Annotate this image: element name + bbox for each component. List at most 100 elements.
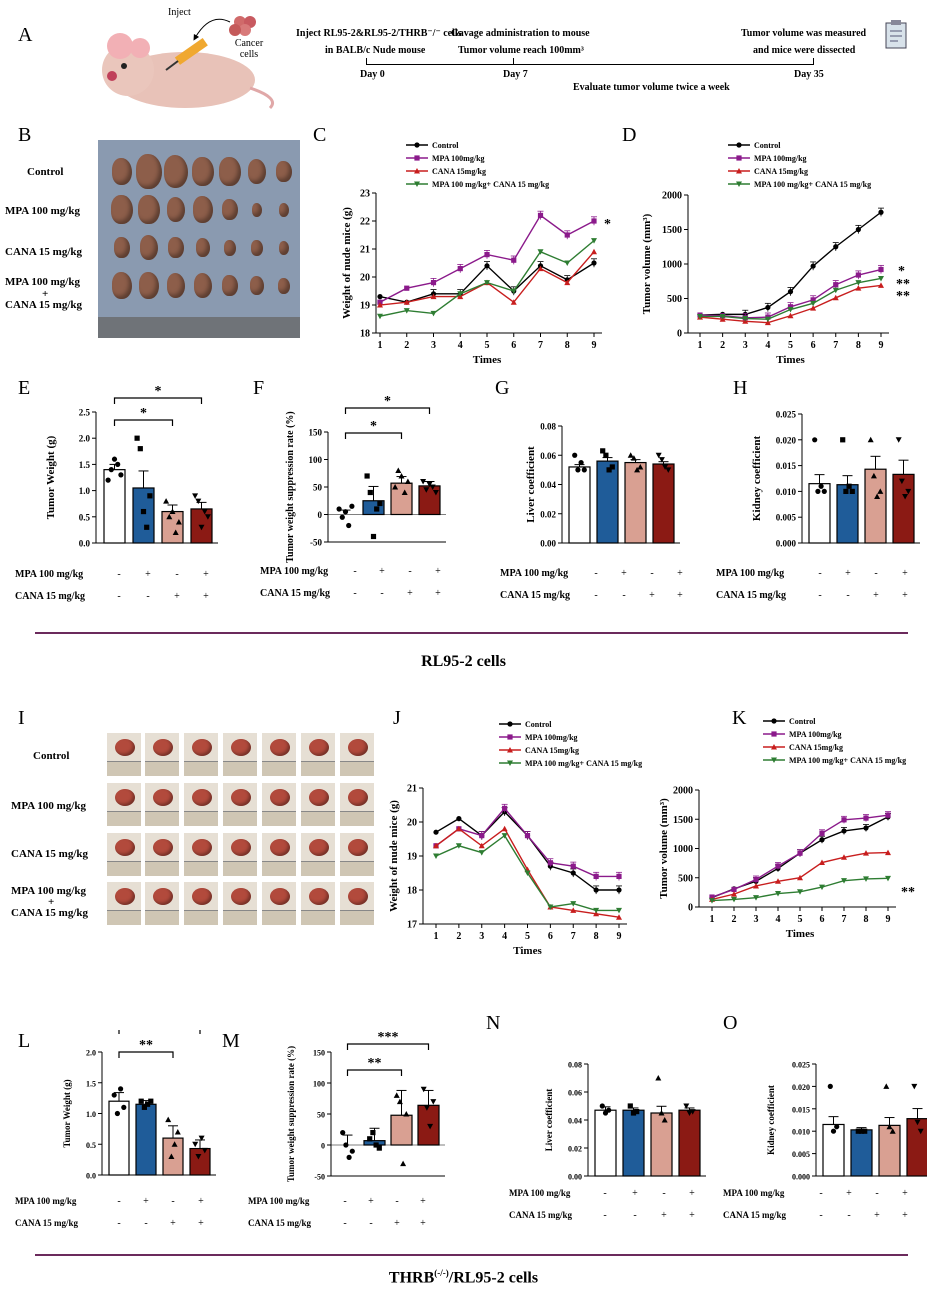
treatment-sign: - bbox=[662, 1188, 666, 1199]
marker-circle bbox=[765, 304, 771, 311]
marker-square bbox=[609, 464, 615, 470]
treatment-sign: - bbox=[818, 568, 822, 579]
marker-inv-triangle bbox=[902, 494, 909, 500]
y-tick-label: 0.08 bbox=[540, 422, 556, 432]
x-tick-label: 9 bbox=[879, 340, 884, 351]
treatment-sign: - bbox=[380, 588, 384, 599]
marker-inv-triangle bbox=[198, 1135, 205, 1142]
marker-circle bbox=[771, 718, 777, 724]
treat-mpa-e: MPA 100 mg/kg bbox=[15, 569, 84, 580]
y-tick-label: 0 bbox=[318, 510, 323, 520]
y-tick-label: 0.06 bbox=[540, 451, 556, 461]
marker-triangle bbox=[883, 1083, 890, 1089]
marker-triangle bbox=[753, 882, 759, 889]
y-tick-label: 150 bbox=[309, 428, 323, 438]
tumor-specimen bbox=[224, 239, 236, 256]
marker-circle bbox=[787, 289, 794, 295]
marker-circle bbox=[827, 1083, 833, 1089]
legend-label: MPA 100mg/kg bbox=[432, 154, 485, 163]
y-tick-label: 0.00 bbox=[568, 1173, 582, 1182]
tumor-tile bbox=[145, 733, 179, 776]
marker-circle bbox=[108, 467, 114, 473]
marker-circle bbox=[433, 829, 439, 835]
marker-square bbox=[846, 483, 852, 489]
treatment-sign: - bbox=[408, 566, 412, 577]
ruler-strip bbox=[107, 861, 141, 876]
x-tick-label: 8 bbox=[594, 931, 599, 942]
series-3 bbox=[377, 238, 597, 320]
tumor-specimen bbox=[279, 241, 289, 255]
marker-square bbox=[376, 1145, 382, 1151]
y-tick-label: -50 bbox=[310, 538, 322, 548]
panel-label-c: C bbox=[313, 124, 327, 146]
y-tick-label: 1.5 bbox=[79, 460, 91, 470]
marker-inv-triangle bbox=[911, 1083, 918, 1090]
x-tick-label: 1 bbox=[698, 340, 703, 351]
y-tick-label: 17 bbox=[407, 920, 417, 931]
treatment-sign: - bbox=[343, 1218, 347, 1229]
marker-square bbox=[878, 266, 884, 273]
marker-triangle bbox=[395, 467, 402, 473]
bar bbox=[864, 468, 887, 544]
y-tick-label: 0.020 bbox=[792, 1083, 810, 1092]
treatment-sign: + bbox=[902, 590, 908, 601]
y-tick-label: 1500 bbox=[673, 815, 693, 826]
y-tick-label: 19 bbox=[360, 301, 370, 312]
marker-circle bbox=[343, 1142, 349, 1148]
marker-inv-triangle bbox=[917, 1128, 924, 1135]
ruler-strip bbox=[184, 861, 218, 876]
y-tick-label: 0.010 bbox=[776, 487, 797, 497]
marker-square bbox=[855, 1128, 861, 1134]
panel-label-i: I bbox=[18, 707, 25, 729]
ruler-strip bbox=[340, 761, 374, 776]
marker-inv-triangle bbox=[863, 876, 869, 882]
syringe-icon bbox=[165, 38, 208, 71]
ruler-strip bbox=[184, 811, 218, 826]
marker-circle bbox=[878, 209, 884, 215]
marker-triangle bbox=[627, 452, 634, 458]
marker-triangle bbox=[616, 914, 622, 920]
treatment-sign: - bbox=[171, 1196, 175, 1207]
tumor-specimen bbox=[153, 888, 173, 905]
marker-inv-triangle bbox=[898, 478, 905, 485]
marker-inv-triangle bbox=[591, 238, 597, 244]
tumor-specimen bbox=[248, 159, 266, 184]
marker-triangle bbox=[731, 891, 737, 897]
marker-inv-triangle bbox=[662, 464, 669, 470]
marker-triangle bbox=[655, 1075, 662, 1081]
row-label-combo1-b: MPA 100 mg/kg bbox=[5, 276, 80, 288]
marker-square bbox=[564, 232, 570, 238]
marker-circle bbox=[349, 1148, 355, 1154]
y-tick-label: 0.005 bbox=[776, 513, 797, 523]
tumor-specimen bbox=[196, 238, 210, 258]
marker-circle bbox=[830, 1128, 837, 1134]
tumor-tile bbox=[223, 733, 257, 776]
panel-label-g: G bbox=[495, 377, 510, 399]
x-tick-label: 6 bbox=[811, 340, 816, 351]
series-0 bbox=[433, 807, 622, 895]
treatment-sign: + bbox=[632, 1188, 638, 1199]
treatment-sign: + bbox=[435, 566, 441, 577]
significance-mark: * bbox=[370, 419, 377, 434]
y-tick-label: 0 bbox=[688, 903, 693, 914]
series-3 bbox=[697, 275, 884, 323]
tumor-specimen bbox=[192, 839, 212, 856]
treatment-sign: + bbox=[174, 591, 180, 602]
marker-circle bbox=[336, 506, 342, 512]
tumor-specimen bbox=[348, 789, 368, 806]
tick-day0 bbox=[366, 58, 367, 65]
ruler-strip bbox=[340, 811, 374, 826]
legend-label: CANA 15mg/kg bbox=[789, 743, 843, 752]
treatment-sign: + bbox=[874, 1210, 880, 1221]
marker-inv-triangle bbox=[204, 514, 211, 520]
marker-square bbox=[144, 524, 150, 530]
treatment-sign: - bbox=[594, 568, 598, 579]
marker-square bbox=[374, 506, 380, 512]
marker-inv-triangle bbox=[797, 889, 803, 895]
x-tick-label: 7 bbox=[571, 931, 576, 942]
panel-label-m: M bbox=[222, 1030, 240, 1052]
tumor-specimen bbox=[140, 235, 158, 260]
marker-inv-triangle bbox=[455, 843, 462, 849]
x-tick-label: 1 bbox=[710, 914, 715, 925]
